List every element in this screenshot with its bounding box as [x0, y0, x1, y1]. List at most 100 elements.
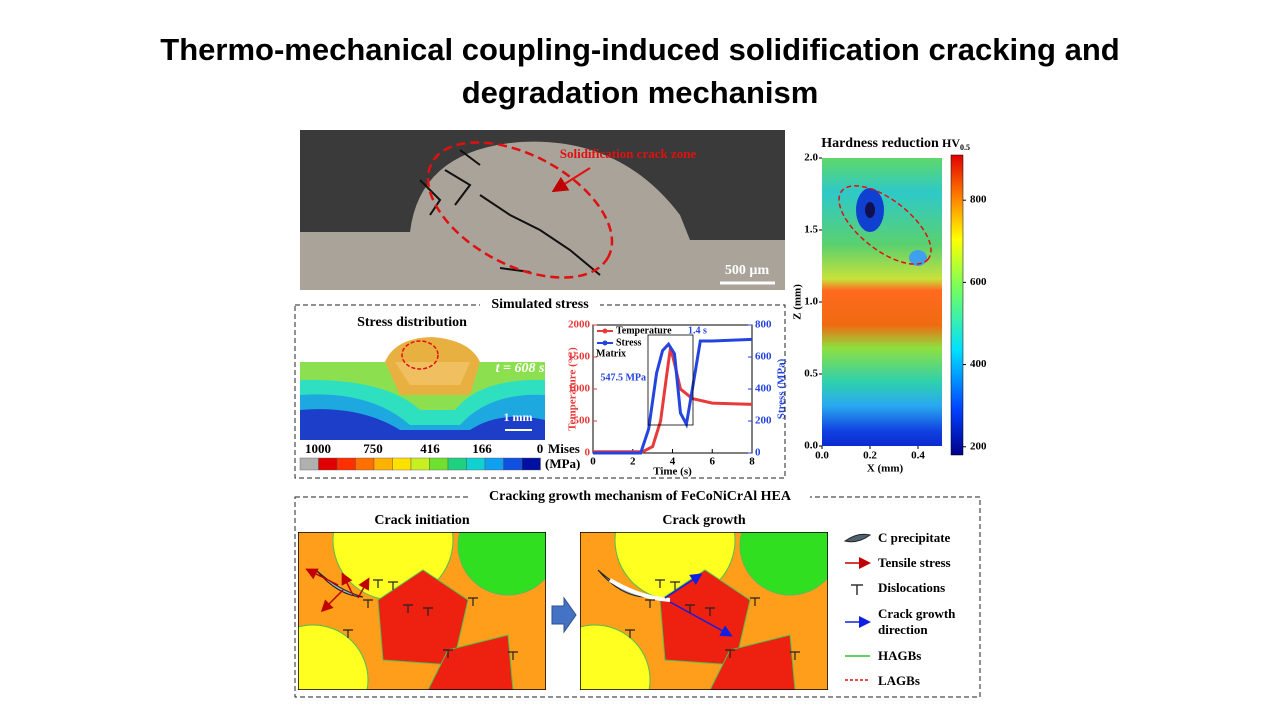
dislocation	[363, 599, 373, 608]
hardness-axes: 0.0 0.2 0.4 0.0 0.5 1.0 1.5 2.0 X (mm) Z (mm) 200 4…	[792, 152, 987, 475]
title: Thermo-mechanical coupling-induced solid…	[160, 32, 1120, 110]
y-tick-label: 1000	[568, 383, 591, 395]
y-axis-label: Temperature (°C)	[567, 347, 579, 431]
panel-title: Stress distribution	[357, 315, 467, 330]
dislocation	[645, 599, 655, 608]
y-tick-label: 0.5	[804, 368, 818, 380]
y2-tick-label: 600	[755, 351, 772, 363]
dislocation	[670, 581, 680, 590]
colorbar-segment	[336, 457, 356, 471]
y-tick-label: 2000	[568, 319, 591, 331]
y2-tick-label: 400	[755, 383, 772, 395]
grain	[580, 624, 651, 690]
dislocation	[343, 629, 353, 638]
colorbar-segment	[429, 457, 449, 471]
colorbar-tick-label: 416	[420, 441, 440, 456]
dislocation	[750, 597, 760, 606]
grain-panels	[298, 532, 828, 690]
legend-label: Temperature	[616, 325, 672, 336]
colorbar-segment	[299, 457, 319, 471]
x-tick-label: 0.2	[863, 450, 877, 462]
y-axis-label: Z (mm)	[792, 284, 804, 320]
scale-bar: 1 mm	[504, 410, 533, 424]
colorbar-segment	[373, 457, 393, 471]
colorbar-unit: (MPa)	[545, 456, 580, 471]
x-tick-label: 6	[710, 456, 716, 468]
colorbar-tick-label: 166	[472, 441, 492, 456]
legend-symbols	[843, 533, 872, 681]
grain-panel	[580, 532, 828, 690]
colorbar-segment	[392, 457, 412, 471]
dislocation	[468, 597, 478, 606]
dislocation	[443, 649, 453, 658]
x-tick-label: 4	[670, 456, 676, 468]
colorbar-segment	[521, 457, 541, 471]
unit-subscript: 0.5	[960, 143, 970, 152]
dislocation	[508, 651, 518, 660]
tensile-stress	[357, 577, 370, 599]
tensile-stress	[320, 589, 344, 613]
legend-item: Dislocations	[878, 580, 946, 595]
colorbar-label: Mises	[548, 441, 580, 456]
grain	[377, 569, 469, 666]
legend-marker	[602, 340, 608, 346]
colorbar-segment	[484, 457, 504, 471]
y-tick-label: 1.5	[804, 224, 818, 236]
dislocation	[705, 607, 715, 616]
dislocation	[655, 579, 665, 588]
y-tick-label: 0.0	[804, 440, 818, 452]
section-title: Cracking growth mechanism of FeCoNiCrAl …	[489, 489, 792, 504]
time-label: t = 608 s	[496, 361, 545, 376]
x-tick-label: 0	[590, 456, 596, 468]
grain	[427, 634, 514, 690]
colorbar-tick-label: 200	[970, 440, 987, 452]
tensile-stress	[341, 572, 354, 596]
y-tick-label: 2.0	[804, 152, 818, 164]
y2-tick-label: 200	[755, 415, 772, 427]
annotation: 547.5 MPa	[600, 372, 646, 383]
panel-title: Crack growth	[662, 513, 746, 528]
annotation: Solidification crack zone	[560, 146, 697, 161]
legend-marker	[602, 328, 608, 334]
colorbar-segment	[355, 457, 375, 471]
y-tick-label: 500	[574, 415, 591, 427]
annotation: Matrix	[596, 348, 626, 359]
legend-item: C precipitate	[878, 530, 951, 545]
tensile-stress	[305, 568, 339, 586]
grain	[457, 532, 546, 596]
colorbar-unit: HV0.5	[942, 136, 970, 152]
dislocation	[790, 651, 800, 660]
colorbar-tick-label: 750	[363, 441, 383, 456]
colorbar-segment	[410, 457, 430, 471]
colorbar-tick-label: 800	[970, 194, 987, 206]
crack-direction	[664, 573, 703, 599]
y2-tick-label: 0	[755, 447, 761, 459]
stress-contour: 1 mm t = 608 s	[300, 337, 545, 440]
y-tick-label: 1500	[568, 351, 591, 363]
grain	[298, 624, 369, 690]
legend-item: Crack growth direction	[878, 606, 956, 637]
y2-axis-label: Stress (MPa)	[776, 358, 788, 419]
legend-item: LAGBs	[878, 673, 920, 688]
map-title: Hardness reduction	[821, 136, 939, 151]
dislocation	[388, 581, 398, 590]
crack-direction	[669, 601, 733, 637]
y2-tick-label: 800	[755, 319, 772, 331]
panel-title: Crack initiation	[374, 513, 469, 528]
dislocation	[423, 607, 433, 616]
grain	[709, 634, 796, 690]
dislocation	[725, 649, 735, 658]
x-axis-label: X (mm)	[867, 463, 904, 475]
scale-bar: 500 µm	[725, 263, 770, 278]
legend-item: Tensile stress	[878, 555, 951, 570]
x-axis-label: Time (s)	[653, 466, 692, 478]
y-tick-label: 1.0	[804, 296, 818, 308]
colorbar-segment	[466, 457, 486, 471]
dislocation	[625, 629, 635, 638]
colorbar-tick-label: 400	[970, 358, 987, 370]
mises-colorbar: 1000 750 416 166 0	[299, 441, 543, 471]
x-tick-label: 0.0	[815, 450, 829, 462]
